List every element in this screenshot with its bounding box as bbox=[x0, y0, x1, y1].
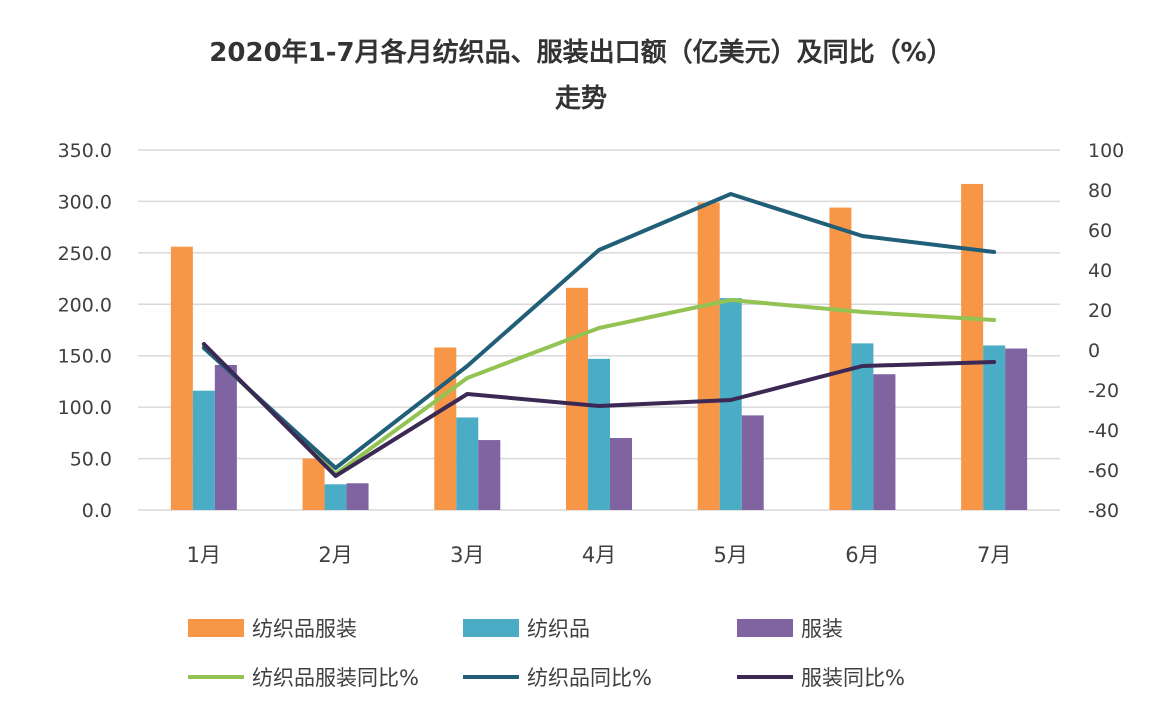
y-right-tick-label: -20 bbox=[1088, 380, 1119, 402]
y-left-tick-label: 150.0 bbox=[58, 346, 112, 368]
legend-swatch bbox=[188, 619, 244, 637]
bar-1 bbox=[170, 246, 193, 510]
bar-1 bbox=[697, 202, 720, 510]
bar-2 bbox=[192, 390, 215, 510]
x-tick-label: 6月 bbox=[845, 543, 879, 567]
legend-label: 纺织品 bbox=[527, 617, 590, 641]
bar-2 bbox=[456, 417, 479, 510]
y-right-tick-label: 20 bbox=[1088, 300, 1112, 322]
y-left-tick-label: 50.0 bbox=[70, 449, 112, 471]
y-right-tick-label: -80 bbox=[1088, 500, 1119, 522]
x-tick-label: 2月 bbox=[318, 543, 352, 567]
line-series-3 bbox=[201, 342, 997, 478]
bar-3 bbox=[873, 374, 896, 510]
bar-3 bbox=[214, 364, 237, 510]
chart-title-line-2: 走势 bbox=[554, 84, 607, 114]
bar-1 bbox=[302, 458, 325, 510]
y-left-tick-label: 0.0 bbox=[82, 500, 112, 522]
bar-1 bbox=[829, 207, 852, 510]
x-tick-label: 1月 bbox=[187, 543, 221, 567]
bar-2 bbox=[588, 358, 610, 510]
bar-3 bbox=[478, 440, 501, 510]
legend-label: 纺织品同比% bbox=[527, 666, 652, 690]
legend-label: 服装同比% bbox=[801, 666, 905, 690]
legend-swatch bbox=[737, 619, 793, 637]
bar-2 bbox=[983, 345, 1006, 510]
x-tick-label: 3月 bbox=[450, 543, 484, 567]
chart-title-line-1: 2020年1-7月各月纺织品、服装出口额（亿美元）及同比（%） bbox=[209, 38, 953, 68]
y-right-tick-label: 80 bbox=[1088, 180, 1112, 202]
y-right-tick-label: -60 bbox=[1088, 460, 1119, 482]
bar-2 bbox=[719, 298, 742, 510]
bar-2 bbox=[324, 484, 347, 510]
y-right-tick-label: 60 bbox=[1088, 220, 1112, 242]
y-left-tick-label: 100.0 bbox=[58, 397, 112, 419]
bar-3 bbox=[1005, 348, 1028, 510]
y-right-tick-label: 0 bbox=[1088, 340, 1100, 362]
line-series-2 bbox=[201, 192, 997, 470]
x-tick-label: 7月 bbox=[977, 543, 1011, 567]
y-left-tick-label: 200.0 bbox=[58, 294, 112, 316]
bar-3 bbox=[741, 415, 764, 510]
bar-2 bbox=[851, 343, 874, 510]
y-left-tick-label: 300.0 bbox=[58, 191, 112, 213]
legend-swatch bbox=[463, 619, 519, 637]
x-tick-label: 5月 bbox=[714, 543, 748, 567]
bar-3 bbox=[610, 438, 632, 510]
bar-1 bbox=[566, 287, 588, 510]
legend-label: 纺织品服装同比% bbox=[252, 666, 419, 690]
legend-label: 纺织品服装 bbox=[252, 617, 357, 641]
y-left-tick-label: 250.0 bbox=[58, 243, 112, 265]
bar-1 bbox=[434, 347, 457, 510]
legend-label: 服装 bbox=[801, 617, 843, 641]
y-right-tick-label: -40 bbox=[1088, 420, 1119, 442]
bar-1 bbox=[961, 183, 984, 510]
y-left-tick-label: 350.0 bbox=[58, 140, 112, 162]
bar-3 bbox=[346, 483, 369, 510]
y-right-tick-label: 100 bbox=[1088, 140, 1124, 162]
y-right-tick-label: 40 bbox=[1088, 260, 1112, 282]
x-tick-label: 4月 bbox=[582, 543, 616, 567]
